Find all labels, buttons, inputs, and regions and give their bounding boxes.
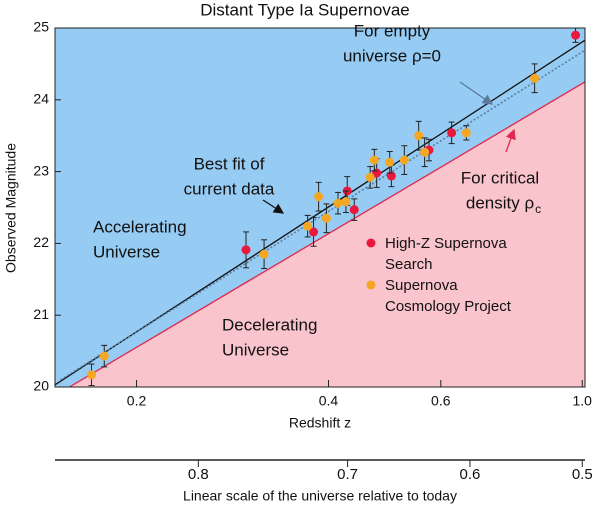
data-point [309, 217, 319, 247]
point [321, 213, 331, 223]
point [241, 245, 251, 255]
point [87, 370, 97, 380]
point [333, 198, 343, 208]
point [259, 249, 269, 259]
data-point [241, 231, 251, 269]
annotation: Universe [222, 340, 289, 359]
point [341, 197, 351, 207]
plot-frame [54, 27, 586, 388]
point [349, 205, 359, 215]
annotation: current data [184, 179, 275, 198]
legend-marker [366, 280, 376, 290]
decelerating-region [55, 81, 585, 387]
secondary-tick-label: 0.8 [188, 466, 209, 483]
data-point [420, 137, 430, 168]
point [420, 147, 430, 157]
secondary-axis-label: Linear scale of the universe relative to… [183, 488, 457, 504]
model-line [54, 39, 586, 386]
data-point [530, 63, 540, 94]
annotation: universe ρ=0 [343, 46, 441, 65]
point [530, 73, 540, 83]
point [461, 128, 471, 138]
y-tick-label: 22 [33, 234, 49, 250]
data-point [571, 27, 581, 43]
point [369, 155, 379, 165]
point [303, 221, 313, 231]
legend-marker [366, 238, 376, 248]
legend-label: High-Z Supernova Search [385, 235, 507, 273]
data-point [333, 191, 343, 215]
legend-label: Supernova Cosmology Project [385, 277, 511, 315]
data-point [87, 363, 97, 387]
model-line [60, 49, 586, 381]
data-point [259, 239, 269, 270]
y-tick-label: 23 [33, 162, 49, 178]
data-point [365, 166, 375, 189]
point [447, 128, 457, 138]
secondary-tick-label: 0.6 [460, 466, 481, 483]
data-point [447, 121, 457, 145]
data-point [349, 198, 359, 221]
annotation-arrow [262, 199, 285, 214]
point [99, 351, 109, 361]
x-tick-label: 0.6 [431, 393, 451, 409]
annotation-arrow [459, 81, 494, 105]
x-axis-label: Redshift z [289, 415, 351, 431]
data-point [369, 148, 379, 172]
annotation-arrow [505, 128, 516, 153]
data-point [385, 150, 395, 174]
data-point [461, 125, 471, 141]
point [386, 171, 396, 181]
y-tick-label: 24 [33, 91, 49, 107]
data-point [341, 190, 351, 214]
annotation: Decelerating [222, 315, 317, 334]
data-point [321, 203, 331, 234]
annotation: Best fit of [194, 154, 265, 173]
x-tick-label: 0.4 [319, 393, 339, 409]
y-tick-label: 20 [33, 378, 49, 394]
point [314, 192, 324, 202]
data-point [399, 145, 409, 175]
data-point [414, 120, 424, 151]
annotation: density ρ [466, 193, 534, 212]
data-point [99, 344, 109, 368]
y-axis-label: Observed Magnitude [3, 143, 19, 273]
secondary-tick-label: 0.7 [337, 466, 358, 483]
point [309, 227, 319, 237]
model-line [69, 81, 586, 388]
x-tick-label: 1.0 [573, 393, 593, 409]
data-point [314, 181, 324, 212]
annotation: For empty [354, 21, 431, 40]
point [414, 131, 424, 141]
point [399, 155, 409, 165]
y-tick-label: 21 [33, 306, 49, 322]
annotation: For critical [461, 168, 539, 187]
chart-title: Distant Type Ia Supernovae [200, 0, 410, 19]
point [365, 172, 375, 182]
annotation-subscript: c [535, 202, 541, 216]
data-point [303, 214, 313, 238]
x-tick-label: 0.2 [127, 393, 147, 409]
annotation: Universe [93, 242, 160, 261]
secondary-tick-label: 0.5 [572, 466, 593, 483]
point [571, 30, 581, 40]
point [385, 157, 395, 167]
annotation: Accelerating [93, 217, 187, 236]
y-tick-label: 25 [33, 19, 49, 35]
